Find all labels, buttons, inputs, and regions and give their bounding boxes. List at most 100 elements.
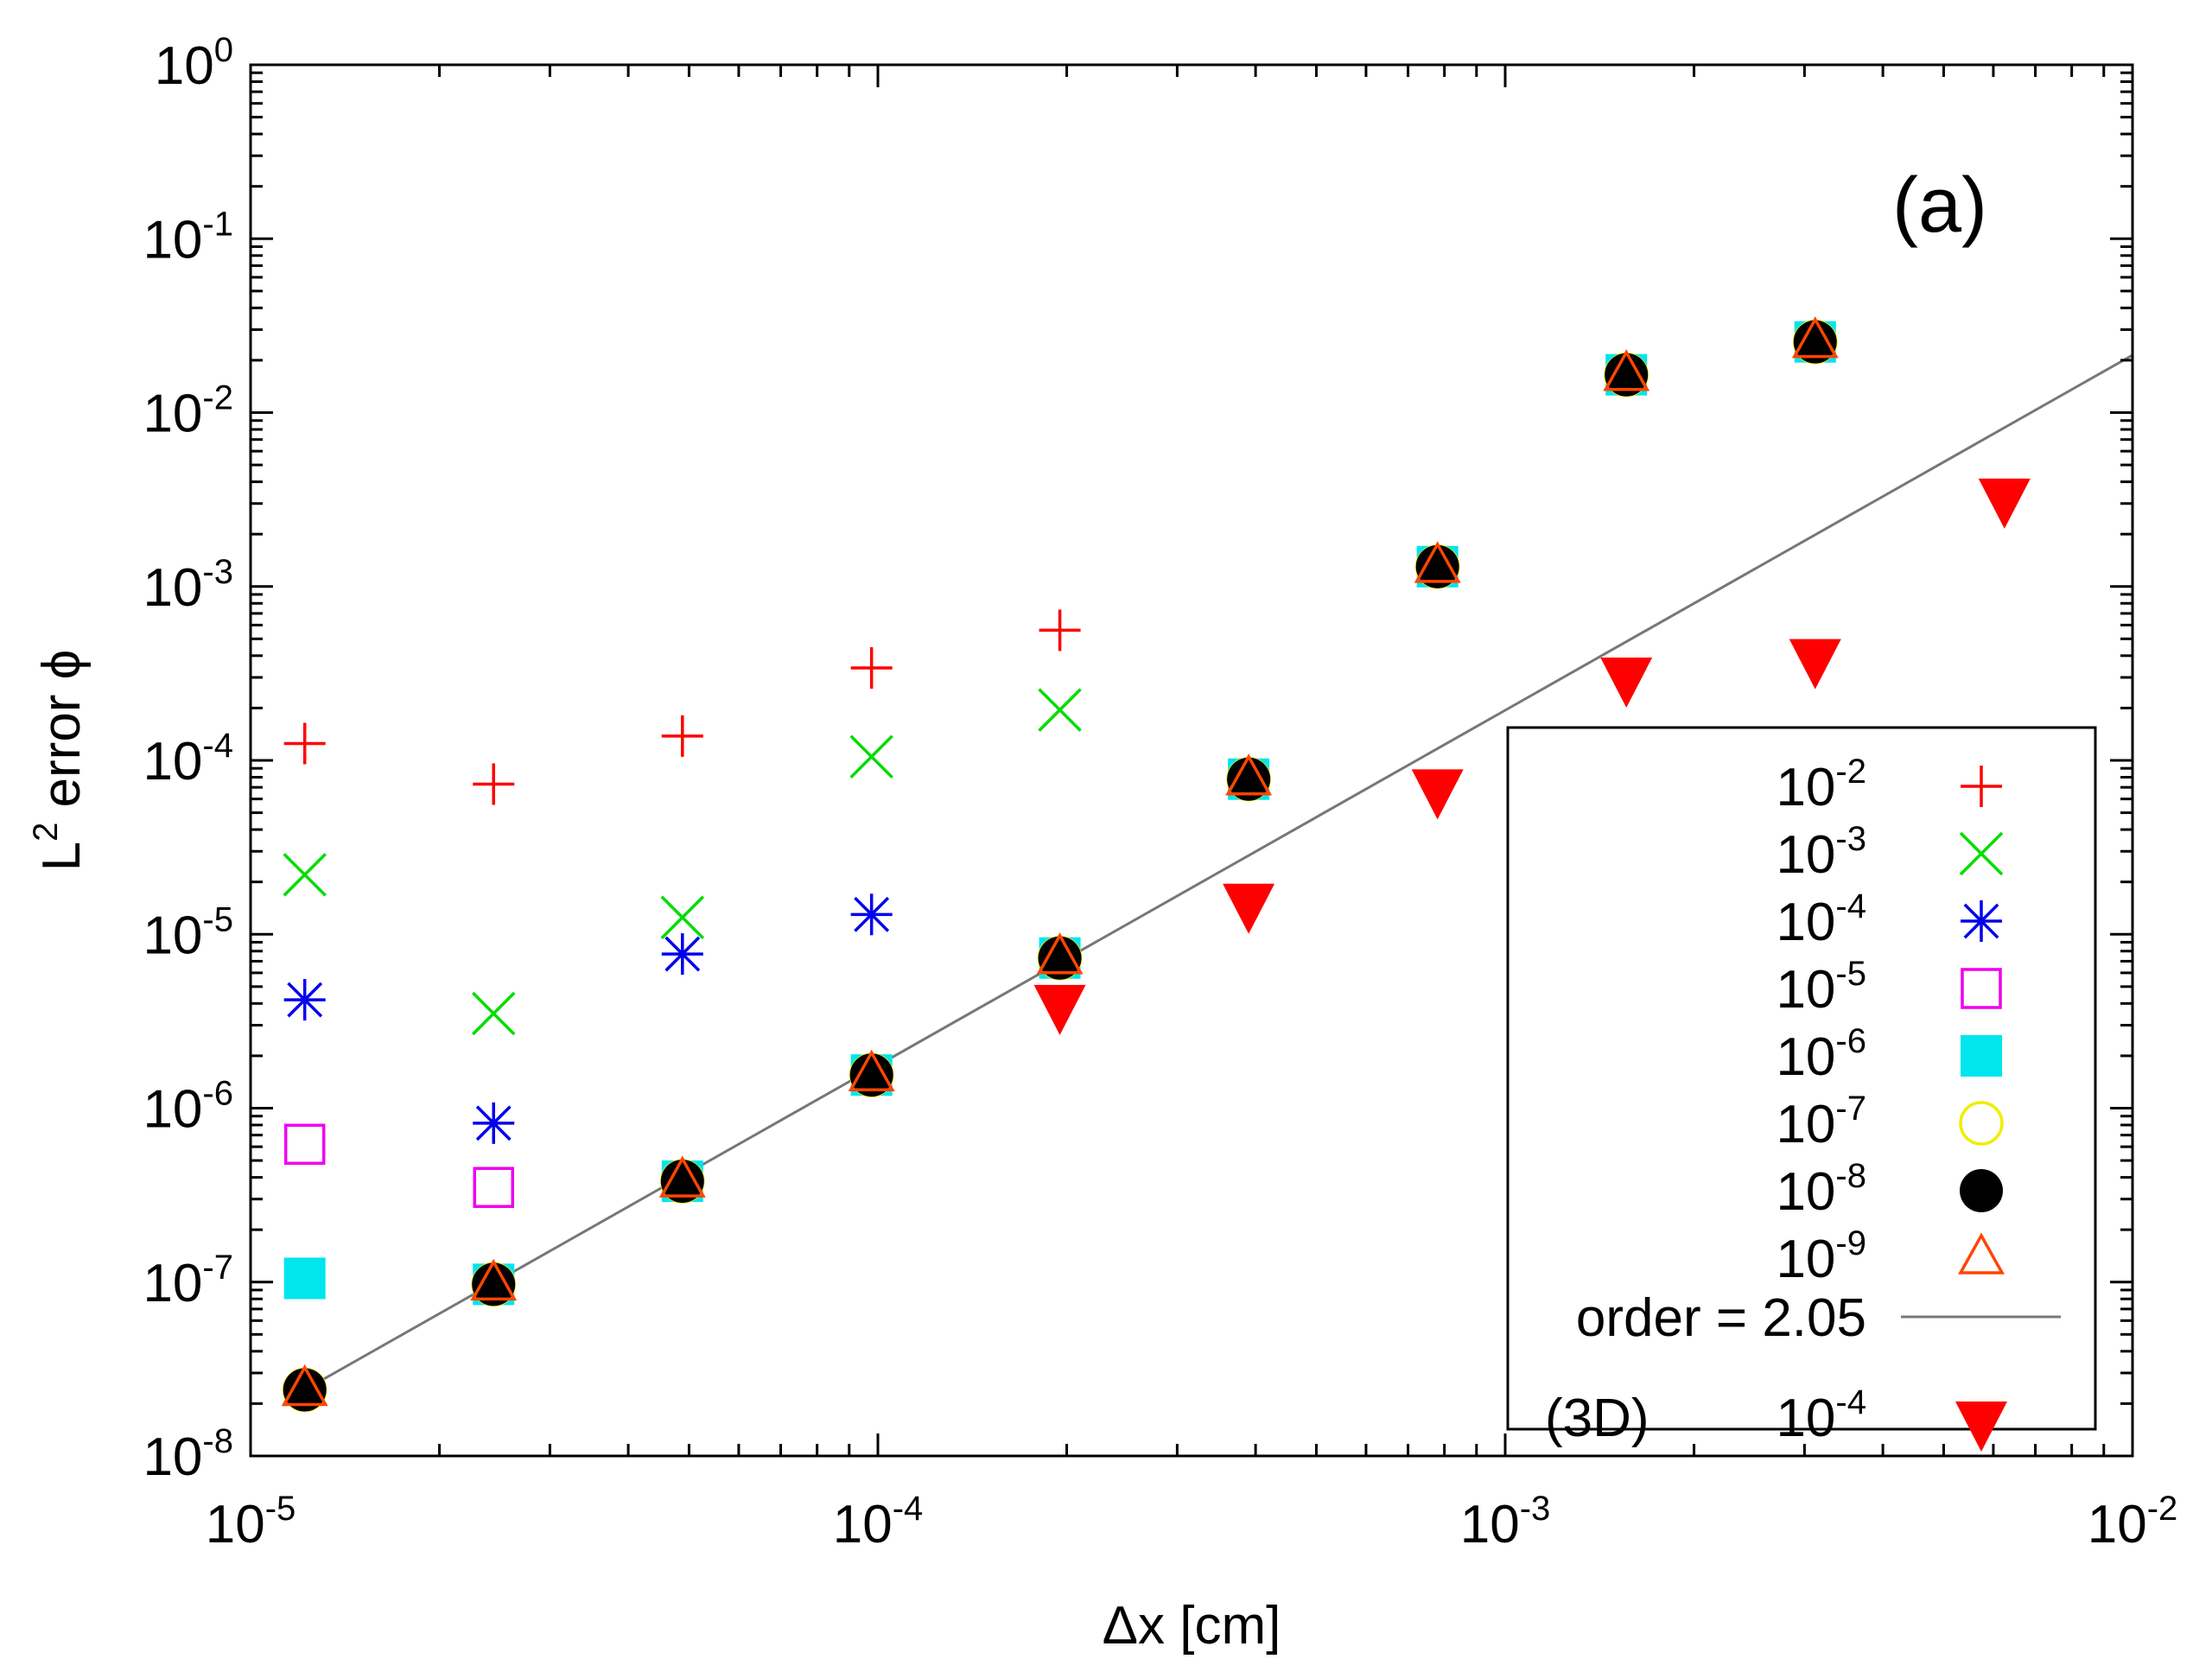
marker-stroke [849, 734, 893, 779]
legend-marker [1961, 900, 2002, 942]
legend-fit-label: order = 2.05 [1576, 1288, 1866, 1348]
legend-label-exp: -2 [1835, 753, 1866, 791]
marker-shape [283, 1257, 326, 1300]
legend-label-base: 10 [1776, 1230, 1835, 1289]
data-point [1978, 478, 2031, 529]
marker-shape [473, 1166, 514, 1209]
data-point [283, 1368, 327, 1412]
data-point [1414, 541, 1461, 583]
x-tick-label-base: 10 [2088, 1495, 2147, 1554]
y-tick-label-base: 10 [143, 385, 202, 444]
data-point [1605, 353, 1649, 397]
y-tick-label-base: 10 [143, 1254, 202, 1313]
legend-label-exp: -5 [1835, 955, 1866, 993]
data-point [1223, 883, 1275, 934]
marker-stroke [1963, 903, 1999, 939]
x-tick-label-base: 10 [833, 1495, 893, 1554]
y-tick-label: 10-4 [143, 727, 233, 791]
legend-label-exp: -7 [1835, 1090, 1866, 1128]
data-point [1415, 544, 1459, 588]
panel-label: (a) [1892, 162, 1987, 249]
data-point [1227, 757, 1271, 801]
data-point [1038, 688, 1082, 732]
x-tick-label: 10-2 [2088, 1490, 2178, 1554]
marker-shape [658, 1155, 706, 1198]
legend-label-3d-exp: -4 [1835, 1383, 1866, 1421]
marker-stroke [1959, 831, 2004, 876]
marker-shape [1223, 883, 1275, 934]
y-tick-label-exp: -2 [202, 379, 233, 417]
data-point [661, 933, 703, 976]
data-point [473, 1166, 514, 1209]
legend-label-3d-base: 10 [1776, 1389, 1835, 1448]
y-tick-label-exp: -5 [202, 900, 233, 938]
data-points-layer [281, 316, 2031, 1413]
y-tick-label-exp: -1 [202, 205, 233, 243]
y-axis-label-base: L [32, 842, 92, 871]
marker-shape [1038, 936, 1082, 980]
y-tick-label-exp: -8 [202, 1422, 233, 1460]
y-tick-label-base: 10 [143, 1427, 202, 1487]
x-tick-label: 10-4 [833, 1490, 924, 1554]
marker-stroke [475, 1105, 512, 1141]
legend-label: 10-6 [1776, 1022, 1866, 1087]
data-point [661, 715, 703, 757]
marker-stroke [660, 895, 705, 939]
marker-shape [660, 1160, 704, 1204]
data-point [1603, 349, 1650, 391]
marker-shape [472, 1262, 516, 1306]
marker-shape [281, 1363, 328, 1407]
y-tick-label: 10-5 [143, 900, 233, 965]
legend-label: 10-2 [1776, 753, 1866, 817]
legend-label-base: 10 [1776, 1095, 1835, 1154]
legend-label-exp: -8 [1835, 1157, 1866, 1195]
marker-shape [283, 1368, 327, 1412]
x-tick-label-exp: -5 [265, 1490, 296, 1528]
legend-label-base: 10 [1776, 758, 1835, 817]
series-cross [283, 688, 1082, 1036]
y-tick-label-exp: -3 [202, 553, 233, 591]
series-star [283, 893, 893, 1144]
legend-label: 10-9 [1776, 1224, 1866, 1289]
data-point [473, 763, 515, 805]
legend-marker [1959, 831, 2004, 876]
series-open-square [283, 1123, 514, 1209]
series-open-triangle [281, 316, 1839, 1407]
y-tick-label-base: 10 [143, 1080, 202, 1140]
marker-shape [283, 1123, 326, 1166]
legend-label-base: 10 [1776, 1027, 1835, 1087]
data-point [850, 893, 893, 936]
legend-label-base: 10 [1776, 893, 1835, 952]
legend-label-exp: -3 [1835, 820, 1866, 858]
legend-label: 10-5 [1776, 955, 1866, 1020]
data-point [660, 895, 705, 939]
data-point [1791, 316, 1839, 359]
marker-shape [1411, 769, 1464, 820]
data-point [283, 853, 327, 897]
data-point [658, 1155, 706, 1198]
y-axis-label-sup: 2 [27, 823, 65, 842]
marker-shape [1225, 753, 1273, 796]
data-point [281, 1363, 328, 1407]
data-point [473, 1102, 515, 1144]
legend-marker [1961, 766, 2002, 807]
marker-shape [1961, 968, 2002, 1009]
legend-label-3d: 10-4 [1776, 1383, 1866, 1448]
legend-label-base: 10 [1776, 960, 1835, 1020]
y-tick-label-base: 10 [143, 210, 202, 270]
x-tick-label: 10-3 [1460, 1490, 1551, 1554]
series-filled-triangle-down [1033, 478, 2031, 1035]
marker-shape [1603, 349, 1650, 391]
marker-stroke [854, 896, 890, 932]
legend-label-base: 10 [1776, 1162, 1835, 1222]
y-tick-label: 10-2 [143, 379, 233, 444]
fit-line-layer [303, 353, 2133, 1391]
data-point [472, 1262, 516, 1306]
y-tick-label-exp: -7 [202, 1249, 233, 1287]
data-point [848, 1049, 895, 1091]
series-plus [283, 609, 1081, 805]
data-point [1225, 753, 1273, 796]
fit-line [303, 353, 2133, 1391]
marker-shape [1958, 1232, 2005, 1274]
